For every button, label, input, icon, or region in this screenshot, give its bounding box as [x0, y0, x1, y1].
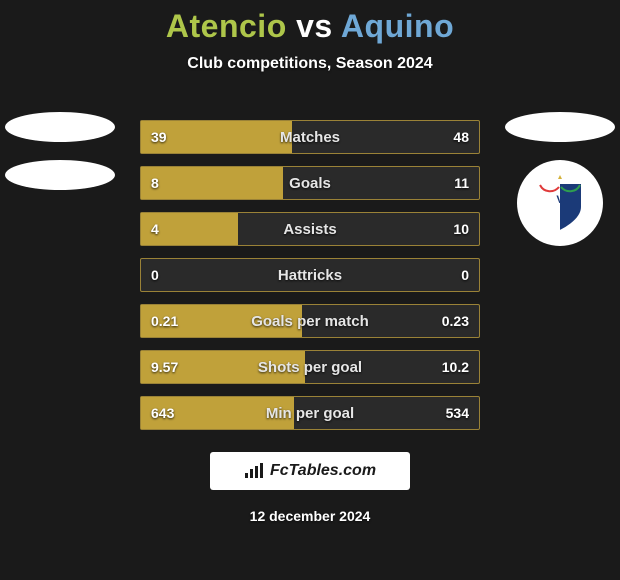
club-shield-icon: V: [534, 173, 586, 233]
stat-label: Shots per goal: [141, 351, 479, 383]
avatars-right-column: V: [500, 112, 620, 246]
player-b-photo-placeholder: [505, 112, 615, 142]
footer-site-name: FcTables.com: [270, 462, 376, 480]
svg-text:V: V: [556, 194, 564, 206]
subtitle: Club competitions, Season 2024: [0, 55, 620, 73]
stat-row: 0.210.23Goals per match: [140, 304, 480, 338]
stat-label: Hattricks: [141, 259, 479, 291]
player-b-club-badge: V: [517, 160, 603, 246]
avatars-left-column: [0, 112, 120, 190]
footer-date: 12 december 2024: [0, 508, 620, 524]
title-vs: vs: [296, 8, 333, 44]
fctables-logo: FcTables.com: [210, 452, 410, 490]
title-player-a: Atencio: [166, 8, 287, 44]
stat-row: 643534Min per goal: [140, 396, 480, 430]
page-title: Atencio vs Aquino: [0, 0, 620, 45]
stat-row: 3948Matches: [140, 120, 480, 154]
stat-row: 410Assists: [140, 212, 480, 246]
stat-row: 811Goals: [140, 166, 480, 200]
player-a-club-placeholder: [5, 160, 115, 190]
stat-label: Goals: [141, 167, 479, 199]
player-a-photo-placeholder: [5, 112, 115, 142]
stat-row: 00Hattricks: [140, 258, 480, 292]
stat-label: Min per goal: [141, 397, 479, 429]
comparison-bars: 3948Matches 811Goals 410Assists 00Hattricks…: [140, 120, 480, 442]
stat-label: Matches: [141, 121, 479, 153]
title-player-b: Aquino: [341, 8, 454, 44]
stat-row: 9.5710.2Shots per goal: [140, 350, 480, 384]
bars-icon: [244, 463, 264, 479]
stat-label: Assists: [141, 213, 479, 245]
comparison-infographic: Atencio vs Aquino Club competitions, Sea…: [0, 0, 620, 580]
stat-label: Goals per match: [141, 305, 479, 337]
